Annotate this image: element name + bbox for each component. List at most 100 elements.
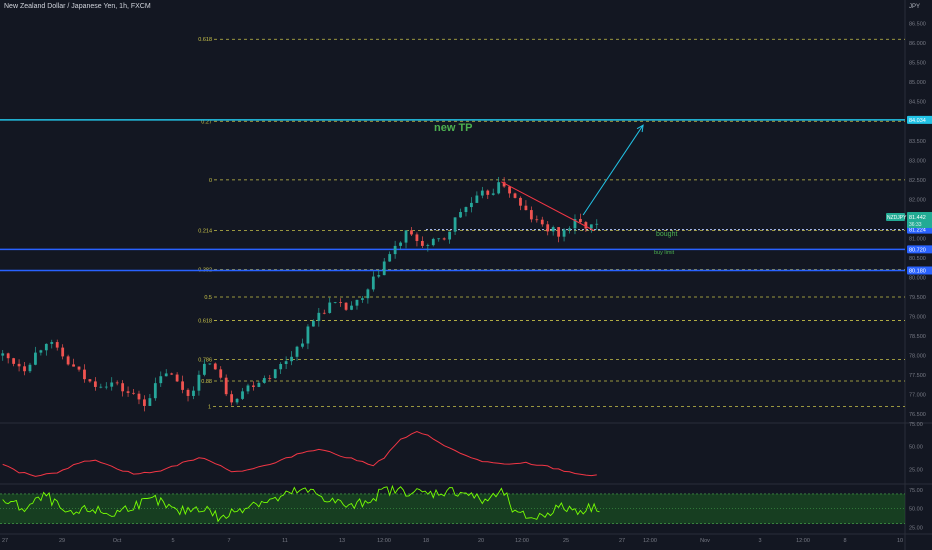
candle-body (279, 363, 283, 370)
bought-annotation: bought (656, 231, 677, 238)
candle-body (535, 219, 539, 221)
y-tick-label: 77.000 (909, 393, 926, 399)
x-tick-label: 7 (227, 538, 230, 544)
candle-body (115, 382, 119, 384)
candle-body (366, 289, 370, 299)
candle-body (584, 222, 588, 229)
candle-body (164, 373, 168, 377)
candle-body (333, 302, 337, 304)
candle-body (219, 369, 223, 378)
x-tick-label: 29 (59, 538, 65, 544)
candle-body (72, 364, 75, 367)
osc2-y-tick: 75.00 (909, 488, 923, 494)
candle-body (579, 218, 582, 223)
candle-body (181, 381, 184, 390)
candle-body (322, 312, 326, 314)
candle-body (23, 366, 26, 372)
candle-body (284, 361, 288, 364)
y-tick-label: 81.000 (909, 236, 926, 242)
symbol-title: New Zealand Dollar / Japanese Yen, 1h, F… (4, 3, 151, 10)
candle-body (491, 193, 495, 195)
last-price-label: 81.442 (909, 215, 926, 221)
candle-body (83, 369, 86, 380)
x-tick-label: 11 (282, 538, 288, 544)
price-tag-bg (907, 266, 932, 275)
candle-body (224, 377, 228, 395)
fib-level-label: 0.786 (198, 358, 212, 364)
y-tick-label: 85.500 (909, 61, 926, 67)
candle-body (121, 383, 125, 392)
x-tick-label: 12:00 (377, 538, 391, 544)
candle-body (388, 254, 392, 262)
candle-body (1, 353, 5, 356)
x-tick-label: 18 (423, 538, 429, 544)
candle-body (497, 182, 501, 194)
y-tick-label: 76.500 (909, 412, 926, 418)
candle-body (529, 210, 533, 220)
oscillator-2-line (2, 484, 600, 523)
fib-level-label: 0.88 (201, 379, 212, 385)
fib-level-label: 0.214 (198, 229, 212, 235)
osc2-y-tick: 50.00 (909, 507, 923, 513)
candle-body (519, 197, 522, 206)
y-tick-label: 86.500 (909, 22, 926, 28)
trend-line (501, 181, 595, 232)
candle-body (12, 358, 16, 364)
candle-body (393, 245, 397, 255)
candle-body (301, 343, 304, 347)
x-tick-label: Nov (700, 538, 710, 544)
candle-body (202, 363, 206, 375)
y-tick-label: 79.000 (909, 315, 926, 321)
candle-body (371, 276, 375, 290)
y-tick-label: 78.500 (909, 334, 926, 340)
x-tick-label: 12:00 (515, 538, 529, 544)
fib-level-label: 0.27 (201, 119, 212, 125)
last-price-tag-bg (907, 212, 932, 228)
y-tick-label: 80.500 (909, 256, 926, 262)
fib-level-label: 0.618 (198, 318, 212, 324)
candle-body (66, 356, 70, 365)
candle-body (399, 242, 402, 246)
fib-level-label: 0.618 (198, 37, 212, 43)
candle-body (540, 219, 544, 225)
candle-body (197, 374, 201, 391)
candle-body (459, 212, 462, 218)
y-tick-label: 78.000 (909, 354, 926, 360)
candle-body (306, 326, 310, 344)
y-tick-label: 85.000 (909, 80, 926, 86)
y-tick-label: 77.500 (909, 373, 926, 379)
candle-body (132, 392, 135, 394)
candle-body (404, 230, 408, 243)
osc2-y-tick: 25.00 (909, 525, 923, 531)
price-tag-label: 84.034 (909, 118, 926, 124)
y-tick-label: 80.000 (909, 275, 926, 281)
candle-body (339, 302, 343, 304)
candle-body (126, 391, 130, 393)
candle-body (355, 299, 359, 306)
x-tick-label: 12:00 (796, 538, 810, 544)
candle-body (410, 230, 413, 235)
fib-level-label: 1 (208, 404, 211, 410)
candle-body (262, 378, 266, 383)
arrow-head (636, 124, 644, 133)
candle-body (317, 312, 321, 321)
candle-body (159, 376, 163, 384)
candle-body (415, 234, 419, 241)
candle-body (562, 229, 566, 237)
candle-body (143, 399, 146, 406)
price-tag-label: 81.224 (909, 228, 926, 234)
x-tick-label: 20 (478, 538, 484, 544)
candle-body (470, 202, 473, 208)
candle-body (475, 195, 479, 203)
candle-body (437, 238, 441, 240)
candle-body (186, 389, 190, 396)
osc1-y-tick: 50.00 (909, 445, 923, 451)
x-tick-label: 25 (563, 538, 569, 544)
candle-body (382, 261, 386, 276)
buy-limit-annotation: buy limit (654, 250, 675, 256)
candle-body (568, 228, 571, 230)
x-tick-label: 3 (758, 538, 761, 544)
price-tag-label: 80.720 (909, 247, 926, 253)
x-tick-label: 27 (619, 538, 625, 544)
